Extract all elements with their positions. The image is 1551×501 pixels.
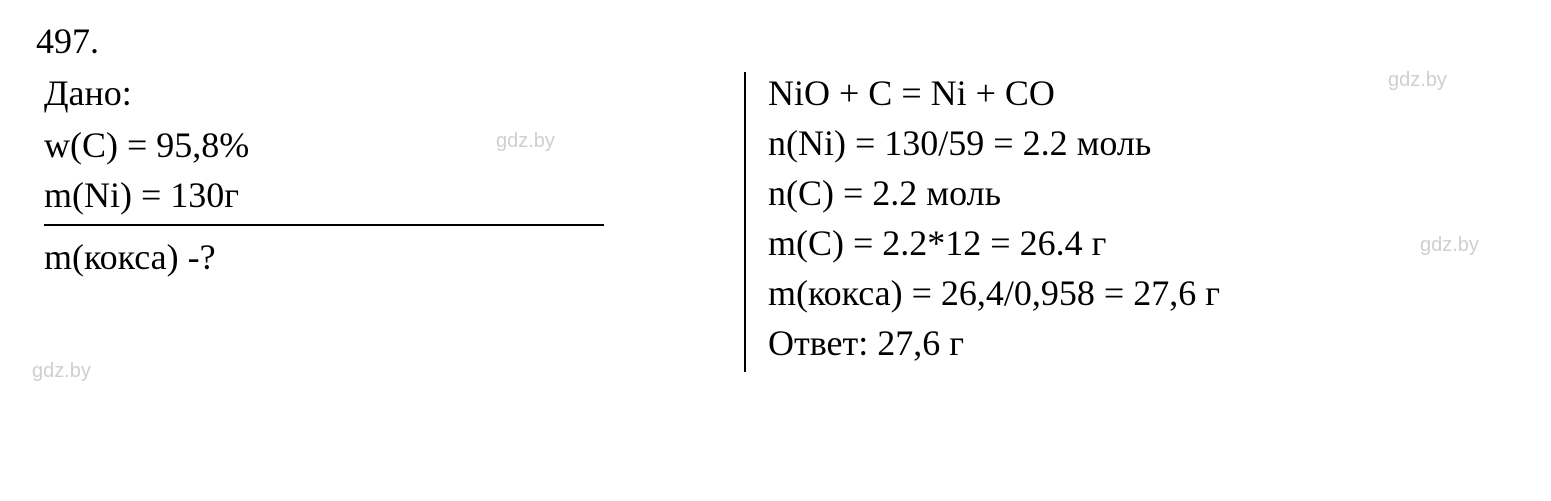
solution-line-4: m(C) = 2.2*12 = 26.4 г [768,222,1521,264]
given-column: Дано: w(С) = 95,8% m(Ni) = 130г m(кокса)… [30,72,744,372]
content-row: Дано: w(С) = 95,8% m(Ni) = 130г m(кокса)… [30,72,1521,372]
page: 497. Дано: w(С) = 95,8% m(Ni) = 130г m(к… [0,0,1551,501]
solution-answer: Ответ: 27,6 г [768,322,1521,364]
given-header: Дано: [44,72,744,114]
find-line: m(кокса) -? [44,236,744,278]
given-line-1: w(С) = 95,8% [44,124,744,166]
solution-column: NiO + C = Ni + CO n(Ni) = 130/59 = 2.2 м… [744,72,1521,372]
given-find-divider [44,224,604,226]
problem-number: 497. [36,20,1521,62]
solution-line-2: n(Ni) = 130/59 = 2.2 моль [768,122,1521,164]
solution-line-1: NiO + C = Ni + CO [768,72,1521,114]
solution-line-5: m(кокса) = 26,4/0,958 = 27,6 г [768,272,1521,314]
given-line-2: m(Ni) = 130г [44,174,744,216]
solution-line-3: n(C) = 2.2 моль [768,172,1521,214]
